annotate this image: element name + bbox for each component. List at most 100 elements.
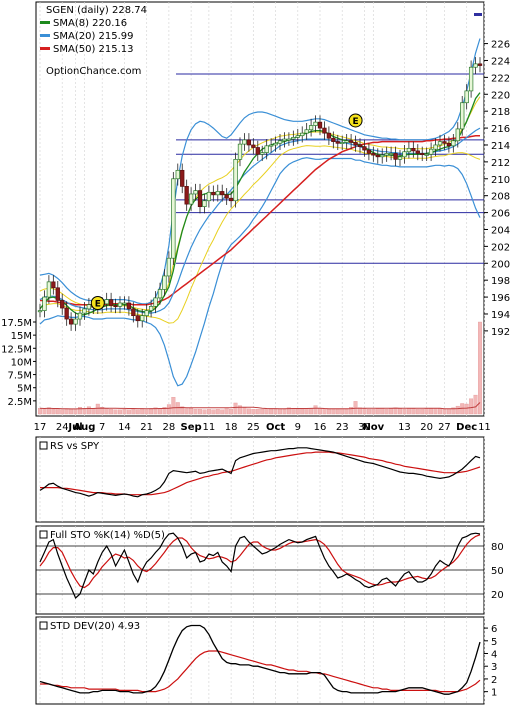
- price-y-tick-label: 212: [491, 158, 510, 169]
- price-y-tick-label: 224: [491, 56, 510, 67]
- price-candle: [108, 299, 114, 306]
- volume-bar: [184, 408, 189, 415]
- volume-bar: [175, 402, 180, 415]
- volume-bar: [189, 408, 194, 415]
- price-candle: [424, 153, 429, 156]
- volume-bar: [158, 408, 162, 415]
- std-y-tick-label: 5: [491, 637, 497, 648]
- volume-bar: [398, 408, 402, 415]
- volume-tick-label: 5M: [17, 384, 32, 395]
- volume-tick-label: 15M: [11, 331, 32, 342]
- volume-bar: [406, 408, 411, 415]
- volume-bar: [104, 408, 109, 415]
- price-y-tick-label: 198: [491, 276, 510, 287]
- volume-tick-label: 2.5M: [7, 397, 32, 408]
- volume-bar: [318, 408, 322, 415]
- panel-legend-box: [39, 441, 48, 450]
- price-candle: [140, 315, 145, 322]
- price-y-tick-label: 196: [491, 293, 510, 304]
- price-candle: [300, 132, 305, 137]
- envelope-upper-line: [39, 96, 481, 311]
- price-candle: [135, 315, 140, 322]
- x-tick-label: 23: [336, 422, 349, 433]
- price-candle: [455, 128, 460, 142]
- volume-bar: [69, 409, 74, 415]
- volume-bar: [211, 409, 216, 415]
- price-candle: [157, 289, 163, 299]
- volume-bar: [331, 409, 336, 415]
- price-candle: [144, 310, 149, 317]
- price-candle: [73, 318, 78, 325]
- price-candle: [442, 141, 447, 144]
- volume-bar: [135, 409, 140, 415]
- legend-entry: SMA(50) 215.13: [53, 44, 134, 55]
- volume-bar: [340, 408, 345, 415]
- price-candle: [308, 125, 314, 131]
- bollinger-lower-line: [39, 157, 481, 387]
- price-candle: [335, 141, 340, 144]
- x-tick-label: 11: [478, 422, 491, 433]
- std-average-line: [40, 650, 481, 693]
- price-candle: [468, 66, 474, 92]
- x-tick-label: 13: [398, 422, 411, 433]
- volume-bar: [469, 398, 474, 415]
- price-y-tick-label: 214: [491, 141, 510, 152]
- volume-bar: [153, 407, 158, 415]
- last-price-marker: [474, 13, 482, 16]
- volume-bar: [206, 409, 211, 415]
- price-candle: [428, 148, 434, 155]
- std-y-tick-label: 3: [491, 662, 497, 673]
- price-candle: [473, 63, 478, 68]
- volume-bar: [246, 408, 251, 415]
- x-tick-label: Oct: [266, 422, 285, 433]
- watermark: OptionChance.com: [46, 66, 141, 77]
- volume-bar: [402, 409, 407, 415]
- price-candle: [166, 257, 172, 277]
- rs-line: [39, 447, 481, 498]
- volume-bar: [113, 409, 118, 415]
- price-y-tick-label: 216: [491, 124, 510, 135]
- price-candle: [348, 140, 354, 143]
- price-candle: [255, 147, 260, 155]
- price-candle: [180, 169, 185, 187]
- volume-bar: [264, 408, 269, 415]
- volume-bar: [149, 409, 154, 415]
- price-candle: [317, 121, 323, 129]
- x-tick-label: 17: [34, 422, 47, 433]
- panel-frame-rs: [35, 436, 485, 523]
- sma50-line: [40, 134, 480, 306]
- volume-bar: [384, 409, 389, 415]
- price-candle: [415, 150, 420, 154]
- panel-legend-box: [39, 530, 48, 539]
- std-y-tick-label: 1: [491, 688, 497, 699]
- price-y-tick-label: 206: [491, 209, 510, 220]
- price-candle: [246, 139, 252, 146]
- volume-bar: [233, 402, 238, 415]
- price-candle: [77, 312, 83, 320]
- x-tick-label: 9: [295, 422, 301, 433]
- std-panel-label: STD DEV(20) 4.93: [50, 621, 140, 632]
- price-y-tick-label: 222: [491, 73, 510, 84]
- sto-y-tick-label: 80: [491, 542, 504, 553]
- legend-entry: SMA(8) 220.16: [53, 18, 127, 29]
- volume-bar: [442, 409, 447, 415]
- volume-bar: [126, 409, 131, 415]
- price-candle: [51, 281, 56, 289]
- volume-bar: [64, 409, 69, 415]
- price-candle: [126, 302, 132, 310]
- price-candle: [175, 169, 180, 180]
- price-candle: [251, 144, 256, 148]
- price-candle: [148, 306, 154, 311]
- price-candle: [371, 153, 376, 156]
- price-candle: [273, 142, 278, 146]
- price-candle: [406, 148, 412, 153]
- price-candle: [42, 296, 47, 311]
- volume-bar: [162, 407, 167, 415]
- volume-bar: [393, 407, 398, 415]
- volume-bar: [273, 409, 278, 415]
- volume-bar: [46, 407, 51, 415]
- volume-bar: [295, 409, 300, 415]
- legend-entry: SMA(20) 215.99: [53, 31, 134, 42]
- price-candle: [313, 121, 318, 126]
